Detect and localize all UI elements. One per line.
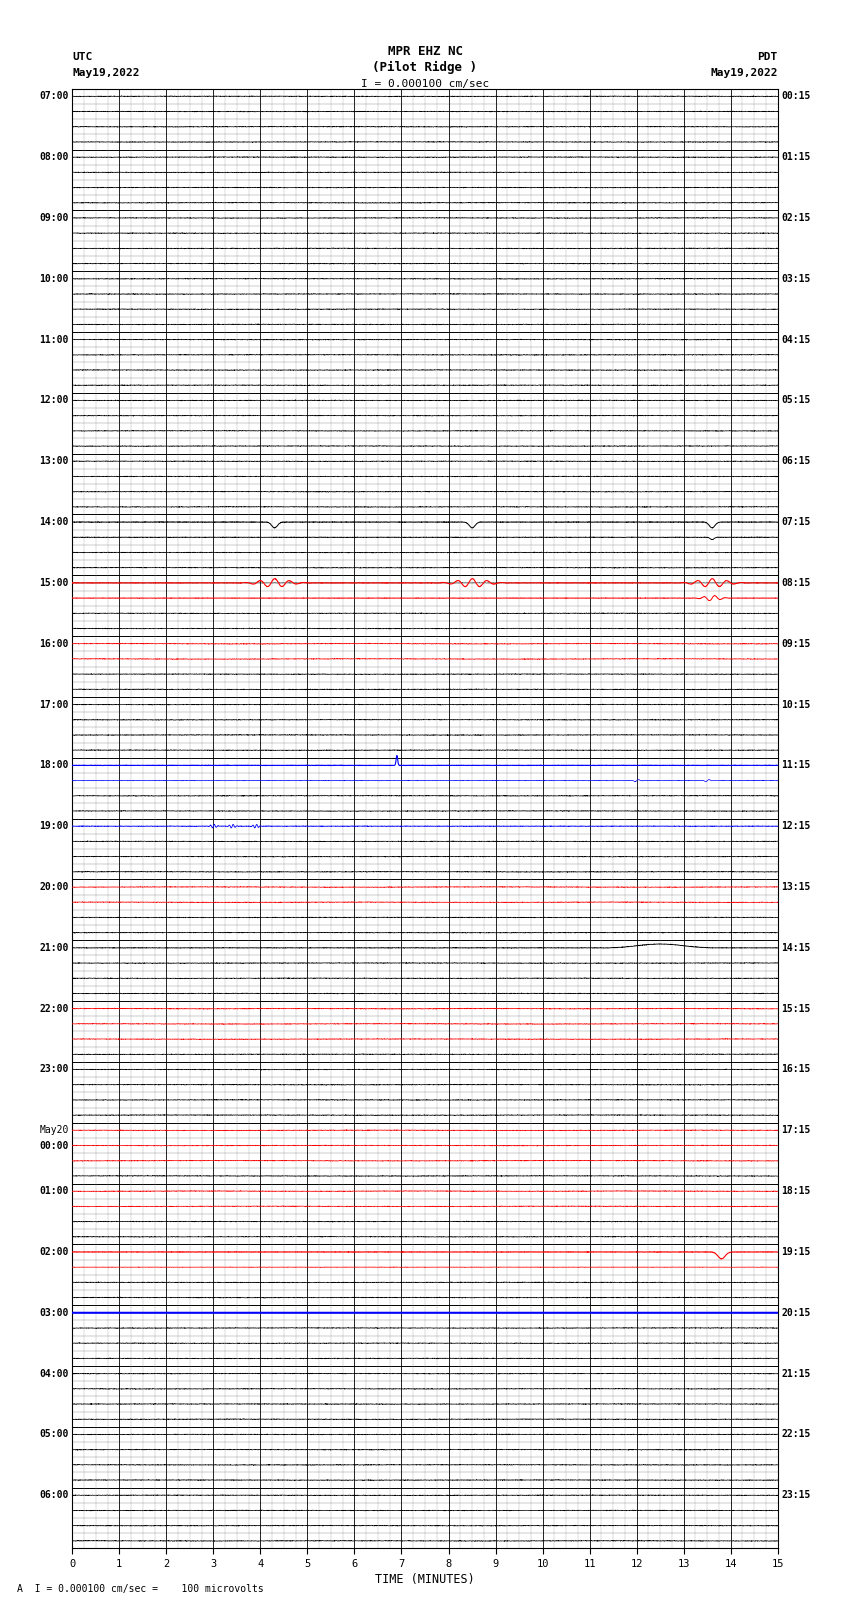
Text: 22:00: 22:00 — [39, 1003, 69, 1013]
Text: 09:15: 09:15 — [781, 639, 811, 648]
Text: 12:15: 12:15 — [781, 821, 811, 831]
Text: 00:15: 00:15 — [781, 92, 811, 102]
Text: 16:15: 16:15 — [781, 1065, 811, 1074]
Text: 20:15: 20:15 — [781, 1308, 811, 1318]
Text: 05:00: 05:00 — [39, 1429, 69, 1439]
Text: May20: May20 — [39, 1126, 69, 1136]
Text: 08:00: 08:00 — [39, 152, 69, 163]
Text: 10:00: 10:00 — [39, 274, 69, 284]
Text: 22:15: 22:15 — [781, 1429, 811, 1439]
Text: 20:00: 20:00 — [39, 882, 69, 892]
Text: (Pilot Ridge ): (Pilot Ridge ) — [372, 61, 478, 74]
Text: 23:15: 23:15 — [781, 1490, 811, 1500]
Text: 15:15: 15:15 — [781, 1003, 811, 1013]
Text: 11:00: 11:00 — [39, 334, 69, 345]
Text: 05:15: 05:15 — [781, 395, 811, 405]
Text: 23:00: 23:00 — [39, 1065, 69, 1074]
Text: 10:15: 10:15 — [781, 700, 811, 710]
Text: 06:00: 06:00 — [39, 1490, 69, 1500]
Text: 12:00: 12:00 — [39, 395, 69, 405]
Text: 02:15: 02:15 — [781, 213, 811, 223]
Text: 07:15: 07:15 — [781, 518, 811, 527]
Text: PDT: PDT — [757, 52, 778, 61]
Text: 07:00: 07:00 — [39, 92, 69, 102]
Text: 04:00: 04:00 — [39, 1368, 69, 1379]
Text: UTC: UTC — [72, 52, 93, 61]
Text: 17:00: 17:00 — [39, 700, 69, 710]
Text: 19:15: 19:15 — [781, 1247, 811, 1257]
Text: 02:00: 02:00 — [39, 1247, 69, 1257]
Text: 17:15: 17:15 — [781, 1126, 811, 1136]
Text: 19:00: 19:00 — [39, 821, 69, 831]
Text: 16:00: 16:00 — [39, 639, 69, 648]
Text: 21:15: 21:15 — [781, 1368, 811, 1379]
Text: 15:00: 15:00 — [39, 577, 69, 587]
Text: 04:15: 04:15 — [781, 334, 811, 345]
Text: 08:15: 08:15 — [781, 577, 811, 587]
Text: MPR EHZ NC: MPR EHZ NC — [388, 45, 462, 58]
Text: I = 0.000100 cm/sec: I = 0.000100 cm/sec — [361, 79, 489, 89]
Text: 03:00: 03:00 — [39, 1308, 69, 1318]
Text: 06:15: 06:15 — [781, 456, 811, 466]
Text: 18:00: 18:00 — [39, 760, 69, 771]
Text: 00:00: 00:00 — [39, 1140, 69, 1150]
Text: A  I = 0.000100 cm/sec =    100 microvolts: A I = 0.000100 cm/sec = 100 microvolts — [17, 1584, 264, 1594]
Text: 01:00: 01:00 — [39, 1186, 69, 1197]
X-axis label: TIME (MINUTES): TIME (MINUTES) — [375, 1573, 475, 1586]
Text: 14:00: 14:00 — [39, 518, 69, 527]
Text: May19,2022: May19,2022 — [72, 68, 139, 77]
Text: 21:00: 21:00 — [39, 944, 69, 953]
Text: 11:15: 11:15 — [781, 760, 811, 771]
Text: 03:15: 03:15 — [781, 274, 811, 284]
Text: 13:15: 13:15 — [781, 882, 811, 892]
Text: May19,2022: May19,2022 — [711, 68, 778, 77]
Text: 18:15: 18:15 — [781, 1186, 811, 1197]
Text: 09:00: 09:00 — [39, 213, 69, 223]
Text: 01:15: 01:15 — [781, 152, 811, 163]
Text: 14:15: 14:15 — [781, 944, 811, 953]
Text: 13:00: 13:00 — [39, 456, 69, 466]
